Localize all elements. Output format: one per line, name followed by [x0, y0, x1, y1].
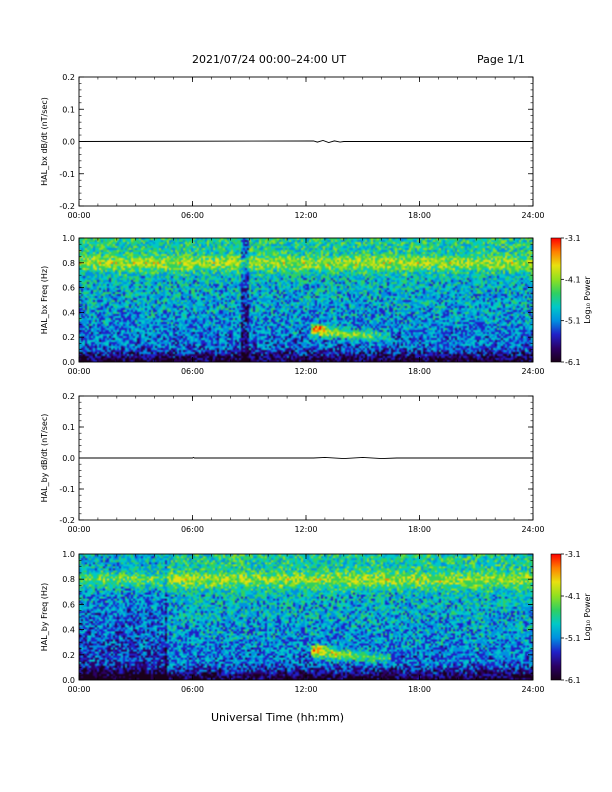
panel-3: 0.2 0.1 0.0 -0.1 -0.200:00 06:00 12:00 18:00 24:… [40, 392, 545, 534]
y-tick-label: 1.0 [62, 550, 75, 559]
colorbar-tick-label: -6.1 [565, 358, 581, 367]
y-tick-label: 0.8 [62, 575, 75, 584]
y-tick-label: -0.1 [59, 170, 75, 179]
y-tick-label: -0.2 [59, 516, 75, 525]
colorbar-tick-label: -4.1 [565, 275, 581, 284]
panel-2: -3.1 -4.1 -5.1 -6.1 Log₁₀ Power 1.0 0.8 0.6 0.4 0… [40, 234, 592, 376]
y-axis-label: HAL_by dB/dt (nT/sec) [40, 414, 49, 503]
colorbar-tick-label: -6.1 [565, 676, 581, 685]
x-tick-label: 06:00 [181, 211, 204, 220]
colorbar-label: Log₁₀ Power [583, 276, 592, 324]
y-tick-label: 0.4 [62, 308, 75, 317]
spectrogram-image [79, 554, 533, 680]
y-tick-label: 0.0 [62, 138, 75, 147]
x-tick-label: 18:00 [408, 367, 431, 376]
y-axis-label: HAL_bx dB/dt (nT/sec) [40, 97, 49, 186]
x-tick-label: 06:00 [181, 367, 204, 376]
y-tick-label: -0.2 [59, 202, 75, 211]
y-tick-label: 0.0 [62, 358, 75, 367]
x-tick-label: 24:00 [521, 367, 544, 376]
colorbar-label: Log₁₀ Power [583, 593, 592, 641]
panel-4: -3.1 -4.1 -5.1 -6.1 Log₁₀ Power 1.0 0.8 0.6 0.4 0… [40, 550, 592, 694]
x-tick-label: 12:00 [294, 685, 317, 694]
y-tick-label: 0.0 [62, 676, 75, 685]
series-line [79, 456, 533, 460]
page-title: 2021/07/24 00:00–24:00 UT [192, 53, 347, 66]
x-tick-label: 00:00 [67, 211, 90, 220]
y-tick-label: 0.2 [62, 333, 75, 342]
x-tick-label: 00:00 [67, 367, 90, 376]
x-tick-label: 12:00 [294, 211, 317, 220]
colorbar-tick-label: -4.1 [565, 592, 581, 601]
x-tick-label: 06:00 [181, 525, 204, 534]
y-tick-label: 0.8 [62, 259, 75, 268]
x-tick-label: 12:00 [294, 525, 317, 534]
spectrogram-image [79, 238, 533, 362]
panel-1: 0.2 0.1 0.0 -0.1 -0.200:00 06:00 12:00 18:00 24:… [40, 73, 545, 220]
x-tick-label: 18:00 [408, 685, 431, 694]
x-tick-label: 00:00 [67, 525, 90, 534]
y-tick-label: 0.4 [62, 626, 75, 635]
page-number: Page 1/1 [477, 53, 525, 66]
colorbar [550, 553, 562, 681]
x-axis-label: Universal Time (hh:mm) [211, 711, 344, 724]
x-tick-label: 00:00 [67, 685, 90, 694]
y-axis-label: HAL_bx Freq (Hz) [40, 266, 49, 334]
colorbar-tick-label: -5.1 [565, 317, 581, 326]
y-tick-label: 0.0 [62, 454, 75, 463]
colorbar-tick-label: -3.1 [565, 234, 581, 243]
x-tick-label: 24:00 [521, 685, 544, 694]
y-tick-label: 0.2 [62, 651, 75, 660]
colorbar [550, 237, 562, 363]
y-tick-label: 0.1 [62, 105, 75, 114]
y-tick-label: -0.1 [59, 485, 75, 494]
colorbar-tick-label: -5.1 [565, 634, 581, 643]
y-tick-label: 0.2 [62, 73, 75, 82]
series-line [78, 140, 533, 143]
x-tick-label: 12:00 [294, 367, 317, 376]
y-tick-label: 0.6 [62, 284, 75, 293]
x-tick-label: 18:00 [408, 211, 431, 220]
x-tick-label: 24:00 [521, 525, 544, 534]
y-tick-label: 0.1 [62, 423, 75, 432]
x-tick-label: 24:00 [521, 211, 544, 220]
y-axis-label: HAL_by Freq (Hz) [40, 583, 49, 651]
x-tick-label: 06:00 [181, 685, 204, 694]
colorbar-tick-label: -3.1 [565, 550, 581, 559]
y-tick-label: 0.6 [62, 600, 75, 609]
y-tick-label: 1.0 [62, 234, 75, 243]
y-tick-label: 0.2 [62, 392, 75, 401]
x-tick-label: 18:00 [408, 525, 431, 534]
